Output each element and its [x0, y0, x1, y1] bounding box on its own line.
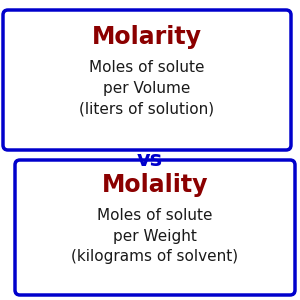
Text: per Volume: per Volume: [103, 80, 191, 95]
Text: (liters of solution): (liters of solution): [80, 101, 214, 116]
Text: Moles of solute: Moles of solute: [89, 59, 205, 74]
FancyBboxPatch shape: [15, 160, 295, 295]
Text: (kilograms of solvent): (kilograms of solvent): [71, 250, 238, 265]
Text: per Weight: per Weight: [113, 229, 197, 244]
Text: Moles of solute: Moles of solute: [97, 208, 213, 223]
Text: vs: vs: [137, 150, 163, 170]
Text: Molality: Molality: [102, 173, 208, 197]
Text: Molarity: Molarity: [92, 25, 202, 49]
FancyBboxPatch shape: [3, 10, 291, 150]
